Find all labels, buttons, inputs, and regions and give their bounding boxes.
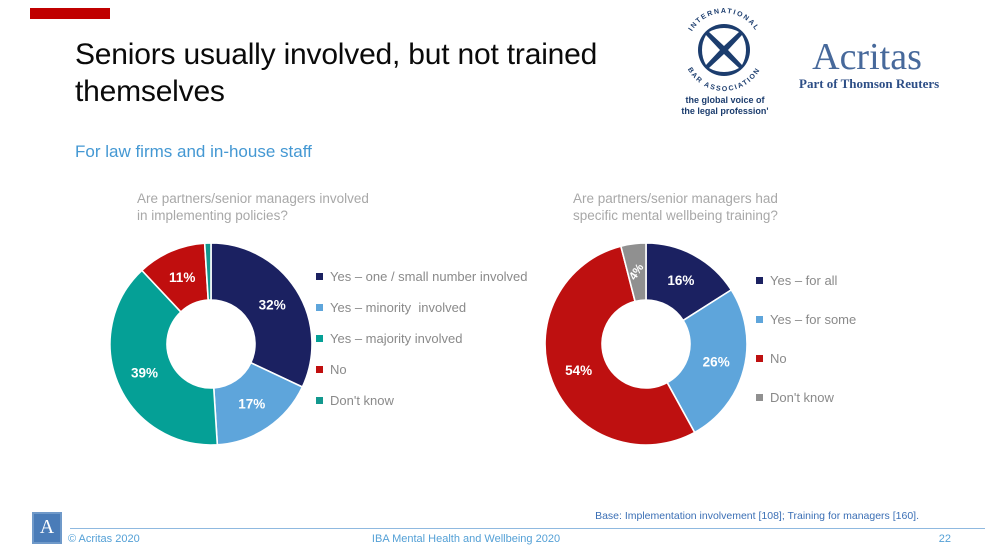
legend-marker-icon [316,273,323,280]
footer-divider [70,528,985,529]
chart-title-left-line2: in implementing policies? [137,208,288,223]
donut-data-label: 54% [565,363,592,378]
legend-item: Yes – for all [756,273,837,288]
legend-marker-icon [316,304,323,311]
legend-label: Yes – minority involved [330,300,467,315]
donut-data-label: 11% [169,270,195,285]
chart-title-left: Are partners/senior managers involved in… [137,190,417,224]
legend-item: Yes – minority involved [316,300,466,315]
footer-copyright: © Acritas 2020 [68,533,140,545]
legend-marker-icon [756,316,763,323]
iba-tagline-line1: the global voice of [685,95,765,105]
iba-globe-icon [698,24,750,76]
donut-data-label: 16% [667,273,694,288]
iba-tagline: the global voice of the legal profession… [655,95,795,117]
legend-label: Don't know [330,393,394,408]
legend-label: No [770,351,787,366]
chart-title-right-line2: specific mental wellbeing training? [573,208,778,223]
footer-center-text: IBA Mental Health and Wellbeing 2020 [371,533,561,545]
legend-label: Don't know [770,390,834,405]
accent-bar [30,8,110,19]
iba-logo: INTERNATIONAL BAR ASSOCIATION [686,8,761,93]
donut-slice [210,242,313,388]
donut-chart-0: 32% 17% 39% 11% [109,242,313,446]
donut-data-label: 39% [131,365,158,380]
legend-item: No [316,362,347,377]
page-title-line2: themselves [75,75,225,108]
base-note: Base: Implementation involvement [108]; … [595,510,919,522]
donut-slice [544,245,696,446]
legend-item: No [756,351,787,366]
page-title: Seniors usually involved, but not traine… [75,36,695,110]
donut-slice [620,242,647,303]
chart-title-right: Are partners/senior managers had specifi… [573,190,853,224]
donut-chart-1: 16%26%54%4% [544,242,748,446]
acritas-logo: Acritas Part of Thomson Reuters [799,36,940,91]
slide-subtitle: For law firms and in-house staff [75,142,312,161]
legend-item: Yes – for some [756,312,856,327]
legend-label: No [330,362,347,377]
legend-marker-icon [316,366,323,373]
legend-marker-icon [316,397,323,404]
footer-logo: A [32,512,62,544]
acritas-wordmark: Acritas [812,36,922,78]
chart-title-right-line1: Are partners/senior managers had [573,191,778,206]
legend-marker-icon [756,277,763,284]
legend-marker-icon [316,335,323,342]
legend-label: Yes – one / small number involved [330,269,528,284]
legend-marker-icon [756,355,763,362]
acritas-subbrand: Part of Thomson Reuters [799,76,940,91]
donut-data-label: 26% [703,355,730,370]
donut-slice [203,242,212,301]
legend-label: Yes – for all [770,273,838,288]
chart-title-left-line1: Are partners/senior managers involved [137,191,369,206]
donut-data-label: 17% [238,397,265,412]
legend-label: Yes – majority involved [330,331,463,346]
page-title-line1: Seniors usually involved, but not traine… [75,38,598,71]
legend-item: Yes – majority involved [316,331,462,346]
donut-data-label: 32% [259,298,286,313]
iba-tagline-line2: the legal profession' [681,106,769,116]
legend-item: Yes – one / small number involved [316,269,528,284]
donut-slice [109,269,219,446]
legend-label: Yes – for some [770,312,857,327]
legend-item: Don't know [316,393,394,408]
page-number: 22 [938,533,951,545]
legend-marker-icon [756,394,763,401]
donut-slice [666,289,748,434]
legend-item: Don't know [756,390,834,405]
